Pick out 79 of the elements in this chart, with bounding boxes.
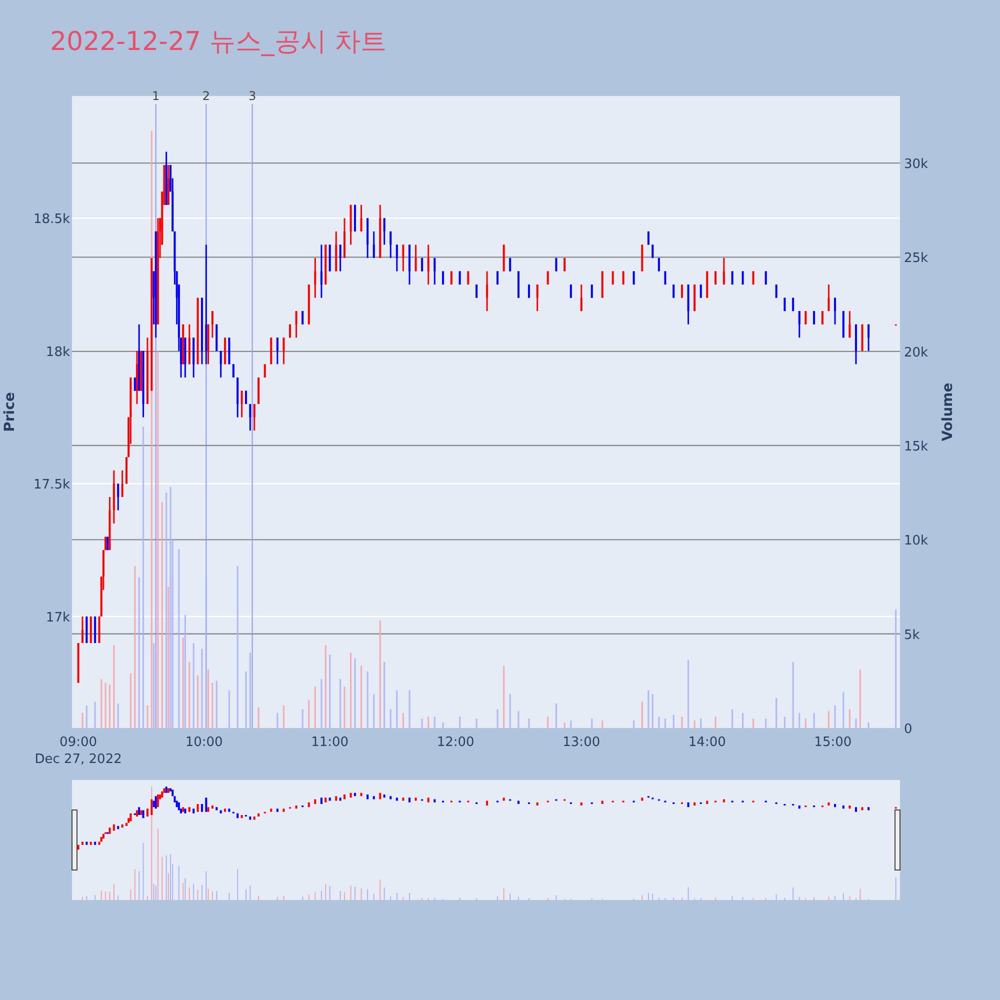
candlestick bbox=[117, 482, 120, 511]
x-tick-label: 11:00 bbox=[311, 735, 349, 750]
candlestick bbox=[282, 336, 285, 365]
candlestick bbox=[509, 257, 512, 272]
candlestick bbox=[421, 257, 424, 272]
y2-tick-label: 25k bbox=[904, 251, 929, 266]
candlestick bbox=[658, 257, 660, 272]
y-axis-title: Price bbox=[2, 392, 18, 432]
candlestick bbox=[232, 363, 234, 378]
candlestick bbox=[314, 257, 316, 299]
candlestick bbox=[339, 244, 342, 272]
candlestick bbox=[390, 230, 392, 259]
candlestick bbox=[402, 244, 404, 272]
candlestick bbox=[775, 284, 778, 299]
candlestick bbox=[828, 284, 830, 312]
candlestick bbox=[804, 310, 807, 326]
candlestick bbox=[240, 390, 243, 418]
y-tick-label: 18k bbox=[46, 344, 70, 360]
candlestick bbox=[821, 310, 824, 326]
candlestick bbox=[320, 244, 322, 299]
candlestick bbox=[700, 284, 702, 299]
candlestick bbox=[570, 284, 572, 299]
candlestick bbox=[372, 230, 375, 259]
y2-tick-label: 0 bbox=[904, 722, 912, 737]
y2-tick-label: 10k bbox=[904, 534, 929, 549]
y2-tick-label: 5k bbox=[904, 628, 920, 643]
candlestick bbox=[476, 284, 478, 299]
x-tick-label: 10:00 bbox=[185, 735, 223, 750]
x-tick-label: 13:00 bbox=[562, 735, 600, 750]
y2-tick-label: 20k bbox=[904, 345, 929, 360]
candlestick bbox=[121, 470, 124, 498]
candlestick bbox=[834, 297, 836, 326]
candlestick bbox=[211, 310, 214, 338]
candlestick bbox=[295, 310, 298, 338]
y-tick-label: 17k bbox=[46, 610, 70, 626]
chart-title: 2022-12-27 뉴스_공시 차트 bbox=[50, 27, 387, 57]
ref-line-label: 3 bbox=[248, 89, 256, 103]
y-tick-label: 18.5k bbox=[34, 212, 70, 228]
candlestick bbox=[528, 284, 530, 299]
ref-line-label: 1 bbox=[152, 89, 160, 103]
candlestick bbox=[813, 310, 816, 326]
y2-tick-label: 15k bbox=[904, 440, 929, 455]
candlestick bbox=[344, 217, 346, 259]
ref-line-label: 2 bbox=[202, 89, 210, 103]
x-tick-label: 15:00 bbox=[814, 735, 852, 750]
candlestick bbox=[134, 376, 136, 392]
y2-axis-title: Volume bbox=[940, 382, 956, 442]
candlestick bbox=[180, 336, 182, 378]
candlestick bbox=[868, 324, 870, 352]
candlestick bbox=[414, 244, 417, 272]
candlestick bbox=[253, 403, 256, 432]
candlestick bbox=[652, 244, 654, 259]
candlestick bbox=[555, 257, 558, 272]
candlestick bbox=[722, 257, 725, 286]
candlestick bbox=[564, 257, 566, 272]
y-tick-label: 17.5k bbox=[34, 478, 70, 493]
candlestick bbox=[848, 310, 851, 338]
x-tick-label: 09:00 Dec 27, 2022 bbox=[34, 735, 122, 767]
candlestick bbox=[383, 217, 386, 246]
candlestick bbox=[249, 403, 252, 432]
candlestick bbox=[302, 310, 304, 326]
candlestick bbox=[81, 616, 84, 644]
candlestick bbox=[434, 257, 436, 286]
y2-tick-label: 30k bbox=[904, 157, 929, 172]
candlestick bbox=[276, 336, 278, 365]
candlestick bbox=[360, 204, 362, 232]
x-tick-label: 12:00 bbox=[436, 735, 474, 750]
candlestick bbox=[220, 350, 222, 378]
candlestick bbox=[427, 244, 430, 286]
candlestick bbox=[486, 270, 488, 312]
candlestick bbox=[798, 310, 800, 338]
candlestick bbox=[590, 284, 593, 299]
candlestick bbox=[672, 284, 675, 299]
candlestick bbox=[396, 244, 398, 272]
candlestick bbox=[580, 284, 582, 312]
candlestick bbox=[264, 363, 266, 378]
candlestick bbox=[408, 244, 410, 286]
x-tick-label: 14:00 bbox=[688, 735, 726, 750]
candlestick bbox=[536, 284, 538, 312]
